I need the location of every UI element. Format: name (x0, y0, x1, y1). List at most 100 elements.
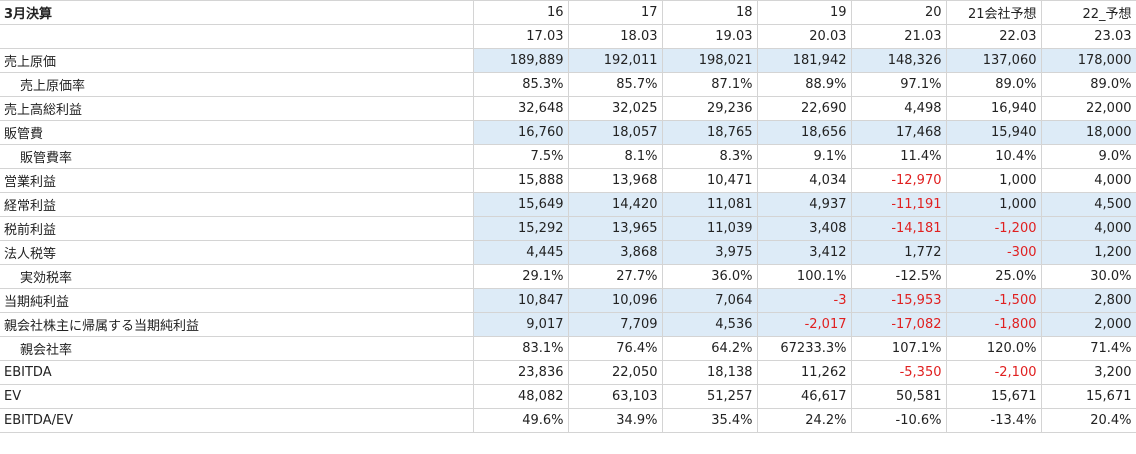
value-cell[interactable]: 15,292 (473, 216, 569, 241)
value-cell[interactable]: 1,000 (946, 192, 1042, 217)
value-cell[interactable]: 89.0% (1041, 72, 1136, 97)
value-cell[interactable]: 18,765 (662, 120, 758, 145)
value-cell[interactable]: 3,408 (757, 216, 852, 241)
value-cell[interactable]: 10,471 (662, 168, 758, 193)
row-label[interactable]: 販管費率 (0, 144, 474, 169)
value-cell[interactable]: 51,257 (662, 384, 758, 409)
value-cell[interactable]: 4,000 (1041, 168, 1136, 193)
value-cell[interactable]: -12.5% (851, 264, 947, 289)
value-cell[interactable]: 3,412 (757, 240, 852, 265)
value-cell[interactable]: 100.1% (757, 264, 852, 289)
row-label[interactable]: 営業利益 (0, 168, 474, 193)
value-cell[interactable]: 189,889 (473, 48, 569, 73)
row-label[interactable]: EV (0, 384, 474, 409)
date-cell[interactable]: 20.03 (757, 24, 852, 49)
value-cell[interactable]: -3 (757, 288, 852, 313)
value-cell[interactable]: 35.4% (662, 408, 758, 433)
value-cell[interactable]: -2,100 (946, 360, 1042, 385)
value-cell[interactable]: 4,498 (851, 96, 947, 121)
value-cell[interactable]: 32,648 (473, 96, 569, 121)
row-label[interactable]: 売上原価 (0, 48, 474, 73)
value-cell[interactable]: 137,060 (946, 48, 1042, 73)
value-cell[interactable]: 15,888 (473, 168, 569, 193)
value-cell[interactable]: 22,000 (1041, 96, 1136, 121)
value-cell[interactable]: 18,057 (568, 120, 663, 145)
value-cell[interactable]: 22,050 (568, 360, 663, 385)
value-cell[interactable]: 18,138 (662, 360, 758, 385)
value-cell[interactable]: 4,034 (757, 168, 852, 193)
value-cell[interactable]: -300 (946, 240, 1042, 265)
value-cell[interactable]: 20.4% (1041, 408, 1136, 433)
value-cell[interactable]: 11,039 (662, 216, 758, 241)
value-cell[interactable]: 7,064 (662, 288, 758, 313)
value-cell[interactable]: 15,649 (473, 192, 569, 217)
value-cell[interactable]: 83.1% (473, 336, 569, 361)
value-cell[interactable]: -15,953 (851, 288, 947, 313)
value-cell[interactable]: 1,200 (1041, 240, 1136, 265)
value-cell[interactable]: 14,420 (568, 192, 663, 217)
period-cell[interactable]: 16 (473, 0, 569, 25)
value-cell[interactable]: 88.9% (757, 72, 852, 97)
value-cell[interactable]: 1,772 (851, 240, 947, 265)
value-cell[interactable]: 87.1% (662, 72, 758, 97)
row-label[interactable]: 経常利益 (0, 192, 474, 217)
date-cell[interactable]: 21.03 (851, 24, 947, 49)
row-label[interactable]: 当期純利益 (0, 288, 474, 313)
value-cell[interactable]: 48,082 (473, 384, 569, 409)
value-cell[interactable]: 10,847 (473, 288, 569, 313)
value-cell[interactable]: 22,690 (757, 96, 852, 121)
value-cell[interactable]: 30.0% (1041, 264, 1136, 289)
row-label[interactable]: 親会社株主に帰属する当期純利益 (0, 312, 474, 337)
value-cell[interactable]: 11,081 (662, 192, 758, 217)
value-cell[interactable]: 64.2% (662, 336, 758, 361)
value-cell[interactable]: 85.7% (568, 72, 663, 97)
value-cell[interactable]: -12,970 (851, 168, 947, 193)
value-cell[interactable]: 16,940 (946, 96, 1042, 121)
value-cell[interactable]: 4,536 (662, 312, 758, 337)
period-cell[interactable]: 17 (568, 0, 663, 25)
row-label[interactable]: 親会社率 (0, 336, 474, 361)
value-cell[interactable]: 7,709 (568, 312, 663, 337)
value-cell[interactable]: 15,940 (946, 120, 1042, 145)
period-cell[interactable]: 20 (851, 0, 947, 25)
date-cell[interactable]: 23.03 (1041, 24, 1136, 49)
row-label[interactable]: 売上原価率 (0, 72, 474, 97)
value-cell[interactable]: 10,096 (568, 288, 663, 313)
value-cell[interactable]: 50,581 (851, 384, 947, 409)
value-cell[interactable]: -1,800 (946, 312, 1042, 337)
empty-cell[interactable] (0, 24, 474, 49)
value-cell[interactable]: 71.4% (1041, 336, 1136, 361)
row-label[interactable]: 法人税等 (0, 240, 474, 265)
value-cell[interactable]: 24.2% (757, 408, 852, 433)
value-cell[interactable]: 9.0% (1041, 144, 1136, 169)
value-cell[interactable]: 8.1% (568, 144, 663, 169)
date-cell[interactable]: 18.03 (568, 24, 663, 49)
value-cell[interactable]: 63,103 (568, 384, 663, 409)
value-cell[interactable]: 29.1% (473, 264, 569, 289)
value-cell[interactable]: -11,191 (851, 192, 947, 217)
value-cell[interactable]: 67233.3% (757, 336, 852, 361)
value-cell[interactable]: -17,082 (851, 312, 947, 337)
value-cell[interactable]: 148,326 (851, 48, 947, 73)
date-cell[interactable]: 22.03 (946, 24, 1042, 49)
period-cell[interactable]: 21会社予想 (946, 0, 1042, 25)
value-cell[interactable]: 9,017 (473, 312, 569, 337)
value-cell[interactable]: 192,011 (568, 48, 663, 73)
corner-label[interactable]: 3月決算 (0, 0, 474, 25)
row-label[interactable]: EBITDA/EV (0, 408, 474, 433)
value-cell[interactable]: 25.0% (946, 264, 1042, 289)
period-cell[interactable]: 18 (662, 0, 758, 25)
value-cell[interactable]: 23,836 (473, 360, 569, 385)
value-cell[interactable]: 4,937 (757, 192, 852, 217)
value-cell[interactable]: 8.3% (662, 144, 758, 169)
value-cell[interactable]: 181,942 (757, 48, 852, 73)
row-label[interactable]: 売上高総利益 (0, 96, 474, 121)
value-cell[interactable]: 120.0% (946, 336, 1042, 361)
value-cell[interactable]: 4,445 (473, 240, 569, 265)
value-cell[interactable]: 1,000 (946, 168, 1042, 193)
value-cell[interactable]: 9.1% (757, 144, 852, 169)
value-cell[interactable]: 3,200 (1041, 360, 1136, 385)
value-cell[interactable]: 2,000 (1041, 312, 1136, 337)
value-cell[interactable]: -5,350 (851, 360, 947, 385)
value-cell[interactable]: 89.0% (946, 72, 1042, 97)
